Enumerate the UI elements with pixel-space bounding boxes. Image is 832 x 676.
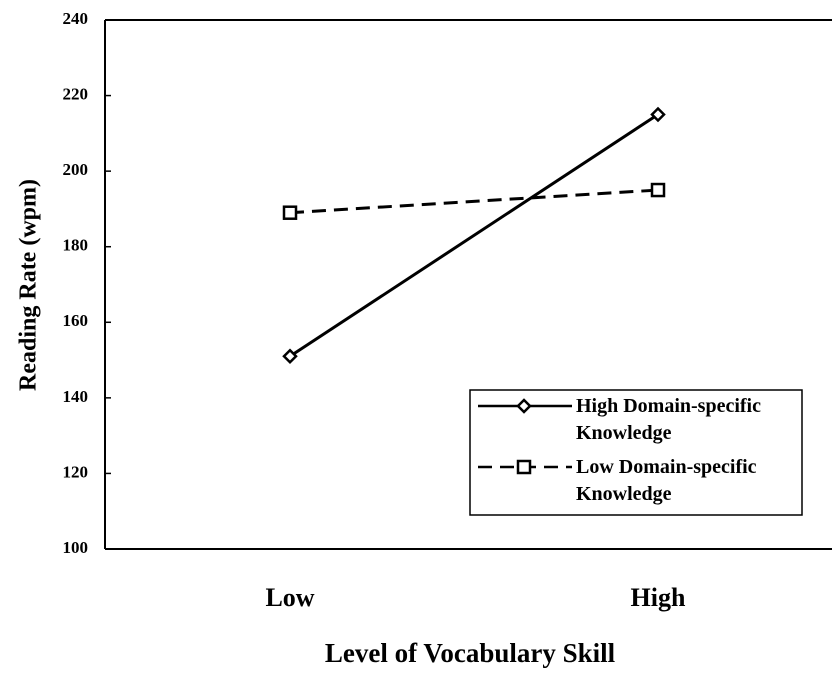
y-tick-label: 200: [63, 160, 89, 179]
series-line: [289, 188, 659, 215]
series-line: [289, 113, 659, 358]
data-point: [650, 182, 666, 198]
legend-label: Low Domain-specific Knowledge: [576, 456, 757, 505]
legend-marker: [516, 459, 532, 475]
legend-label: High Domain-specific Knowledge: [576, 395, 761, 444]
x-tick-label: High: [631, 583, 686, 612]
x-tick-label: Low: [265, 583, 314, 612]
data-point: [650, 106, 666, 123]
y-axis-label: Reading Rate (wpm): [16, 179, 42, 391]
y-tick-label: 220: [63, 84, 89, 103]
y-tick-label: 180: [63, 236, 89, 255]
data-point: [282, 348, 298, 365]
y-tick-label: 140: [63, 387, 89, 406]
y-tick-label: 100: [63, 538, 89, 557]
data-point: [282, 205, 298, 220]
x-axis-label: Level of Vocabulary Skill: [325, 638, 616, 668]
y-tick-label: 240: [63, 9, 89, 28]
y-tick-label: 160: [63, 311, 89, 330]
legend-marker: [516, 398, 532, 414]
y-tick-label: 120: [63, 462, 89, 481]
